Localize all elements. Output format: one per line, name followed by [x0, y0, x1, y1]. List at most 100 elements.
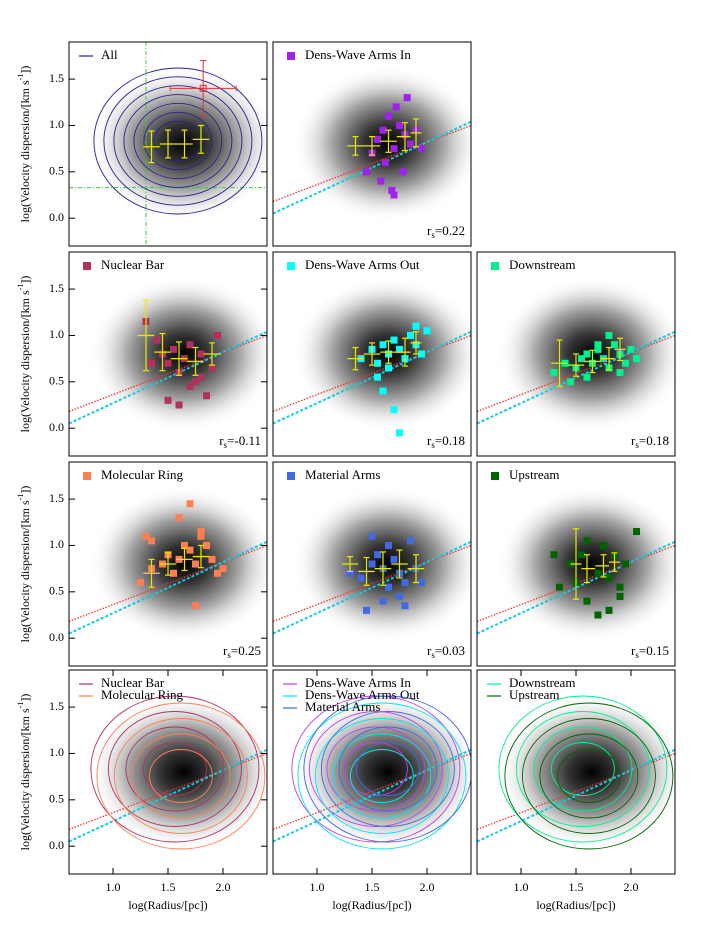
plot-area: [69, 42, 267, 246]
legend-label: Downstream: [509, 675, 575, 690]
contour: [326, 726, 426, 812]
x-tick-label: 1.5: [161, 880, 176, 894]
fit-line: [273, 540, 471, 635]
subscript: s: [227, 650, 231, 660]
fit-line: [273, 124, 471, 203]
legend-marker: [83, 262, 91, 270]
point: [605, 331, 613, 339]
error-bar: [181, 129, 188, 159]
error-bar: [176, 341, 182, 376]
error-center: [199, 84, 207, 92]
plot-area: [273, 486, 471, 642]
fit-line: [273, 748, 471, 843]
legend-label: Material Arms: [305, 467, 380, 482]
point: [186, 500, 194, 508]
panel: Upstream rs=0.15: [476, 461, 676, 667]
contour: [338, 726, 438, 812]
x-tick-label: 1.5: [365, 880, 380, 894]
legend-label: Nuclear Bar: [101, 675, 165, 690]
frame: [68, 41, 268, 247]
point: [423, 327, 431, 335]
point: [396, 592, 403, 600]
point: [583, 373, 591, 381]
point: [181, 541, 188, 549]
point: [622, 359, 629, 367]
contour: [498, 695, 668, 843]
y-label-end: ]): [18, 276, 32, 284]
y-tick-label: 0.0: [49, 210, 64, 224]
point: [401, 579, 409, 587]
error-bar: [402, 337, 408, 367]
point: [175, 514, 183, 522]
correlation-label: rs=0.03: [427, 643, 465, 660]
density-background: [292, 66, 471, 222]
y-label-sup: -1: [16, 494, 25, 501]
symbol: r: [631, 643, 636, 658]
y-tick-label: 0.5: [49, 584, 64, 598]
symbol: r: [427, 433, 432, 448]
y-label-end: ]): [18, 694, 32, 702]
point: [418, 145, 425, 153]
error-bar: [600, 554, 607, 578]
point: [385, 364, 392, 372]
correlation-label: rs=0.18: [631, 433, 669, 450]
point: [374, 551, 381, 559]
point: [175, 401, 183, 409]
frame: [68, 251, 268, 457]
fit-line: [273, 544, 471, 623]
y-tick-label: 0.5: [49, 374, 64, 388]
frame: [272, 669, 472, 875]
y-tick-label: 0.0: [49, 838, 64, 852]
error-bar: [380, 551, 386, 586]
y-axis-label: log(Velocity dispersion/[km s-1]): [16, 694, 32, 851]
y-tick-label: 0.0: [49, 420, 64, 434]
x-tick-label: 1.0: [106, 880, 121, 894]
point: [616, 369, 624, 377]
correlation-label: rs=0.18: [427, 433, 465, 450]
contour: [332, 733, 432, 819]
legend-marker: [287, 52, 295, 60]
error-bar: [413, 554, 419, 584]
contour: [133, 102, 223, 180]
error-bar: [148, 558, 155, 588]
point: [401, 602, 409, 610]
point: [186, 341, 194, 349]
error-bar: [198, 124, 204, 154]
contour: [314, 718, 449, 834]
contour: [291, 695, 461, 843]
point: [390, 145, 398, 153]
point: [392, 103, 400, 111]
point: [197, 532, 205, 540]
point: [567, 378, 574, 386]
point: [605, 574, 613, 582]
point: [407, 140, 414, 148]
density-background: [496, 694, 675, 850]
point: [197, 373, 205, 381]
x-tick-label: 2.0: [216, 880, 231, 894]
point: [622, 560, 629, 568]
contour: [123, 94, 233, 188]
panel: Dens-Wave Arms In rs=0.22: [272, 41, 472, 247]
point: [164, 359, 172, 367]
error-bar: [573, 353, 579, 377]
y-axis-label: log(Velocity dispersion/[km s-1]): [16, 276, 32, 433]
correlation-label: rs=-0.11: [219, 433, 261, 450]
y-axis-label: log(Velocity dispersion/[km s-1]): [16, 486, 32, 643]
frame: [272, 461, 472, 667]
point: [403, 94, 411, 102]
legend-label: Dens-Wave Arms In: [305, 47, 411, 62]
error-bar: [352, 135, 359, 156]
fit-line: [69, 330, 267, 425]
point: [616, 592, 624, 600]
fit-line: [69, 752, 267, 831]
panel: Nuclear Bar rs=-0.11 0.0 0.5 1.0 1.5 log(Veloc…: [16, 251, 268, 457]
plot-area: [273, 66, 471, 222]
legend-label: Molecular Ring: [101, 467, 183, 482]
fit-line: [273, 334, 471, 413]
point: [583, 597, 591, 605]
point: [390, 191, 398, 199]
symbol: r: [427, 223, 432, 238]
point: [186, 382, 194, 390]
error-bar: [617, 337, 623, 362]
fit-line: [69, 748, 267, 843]
